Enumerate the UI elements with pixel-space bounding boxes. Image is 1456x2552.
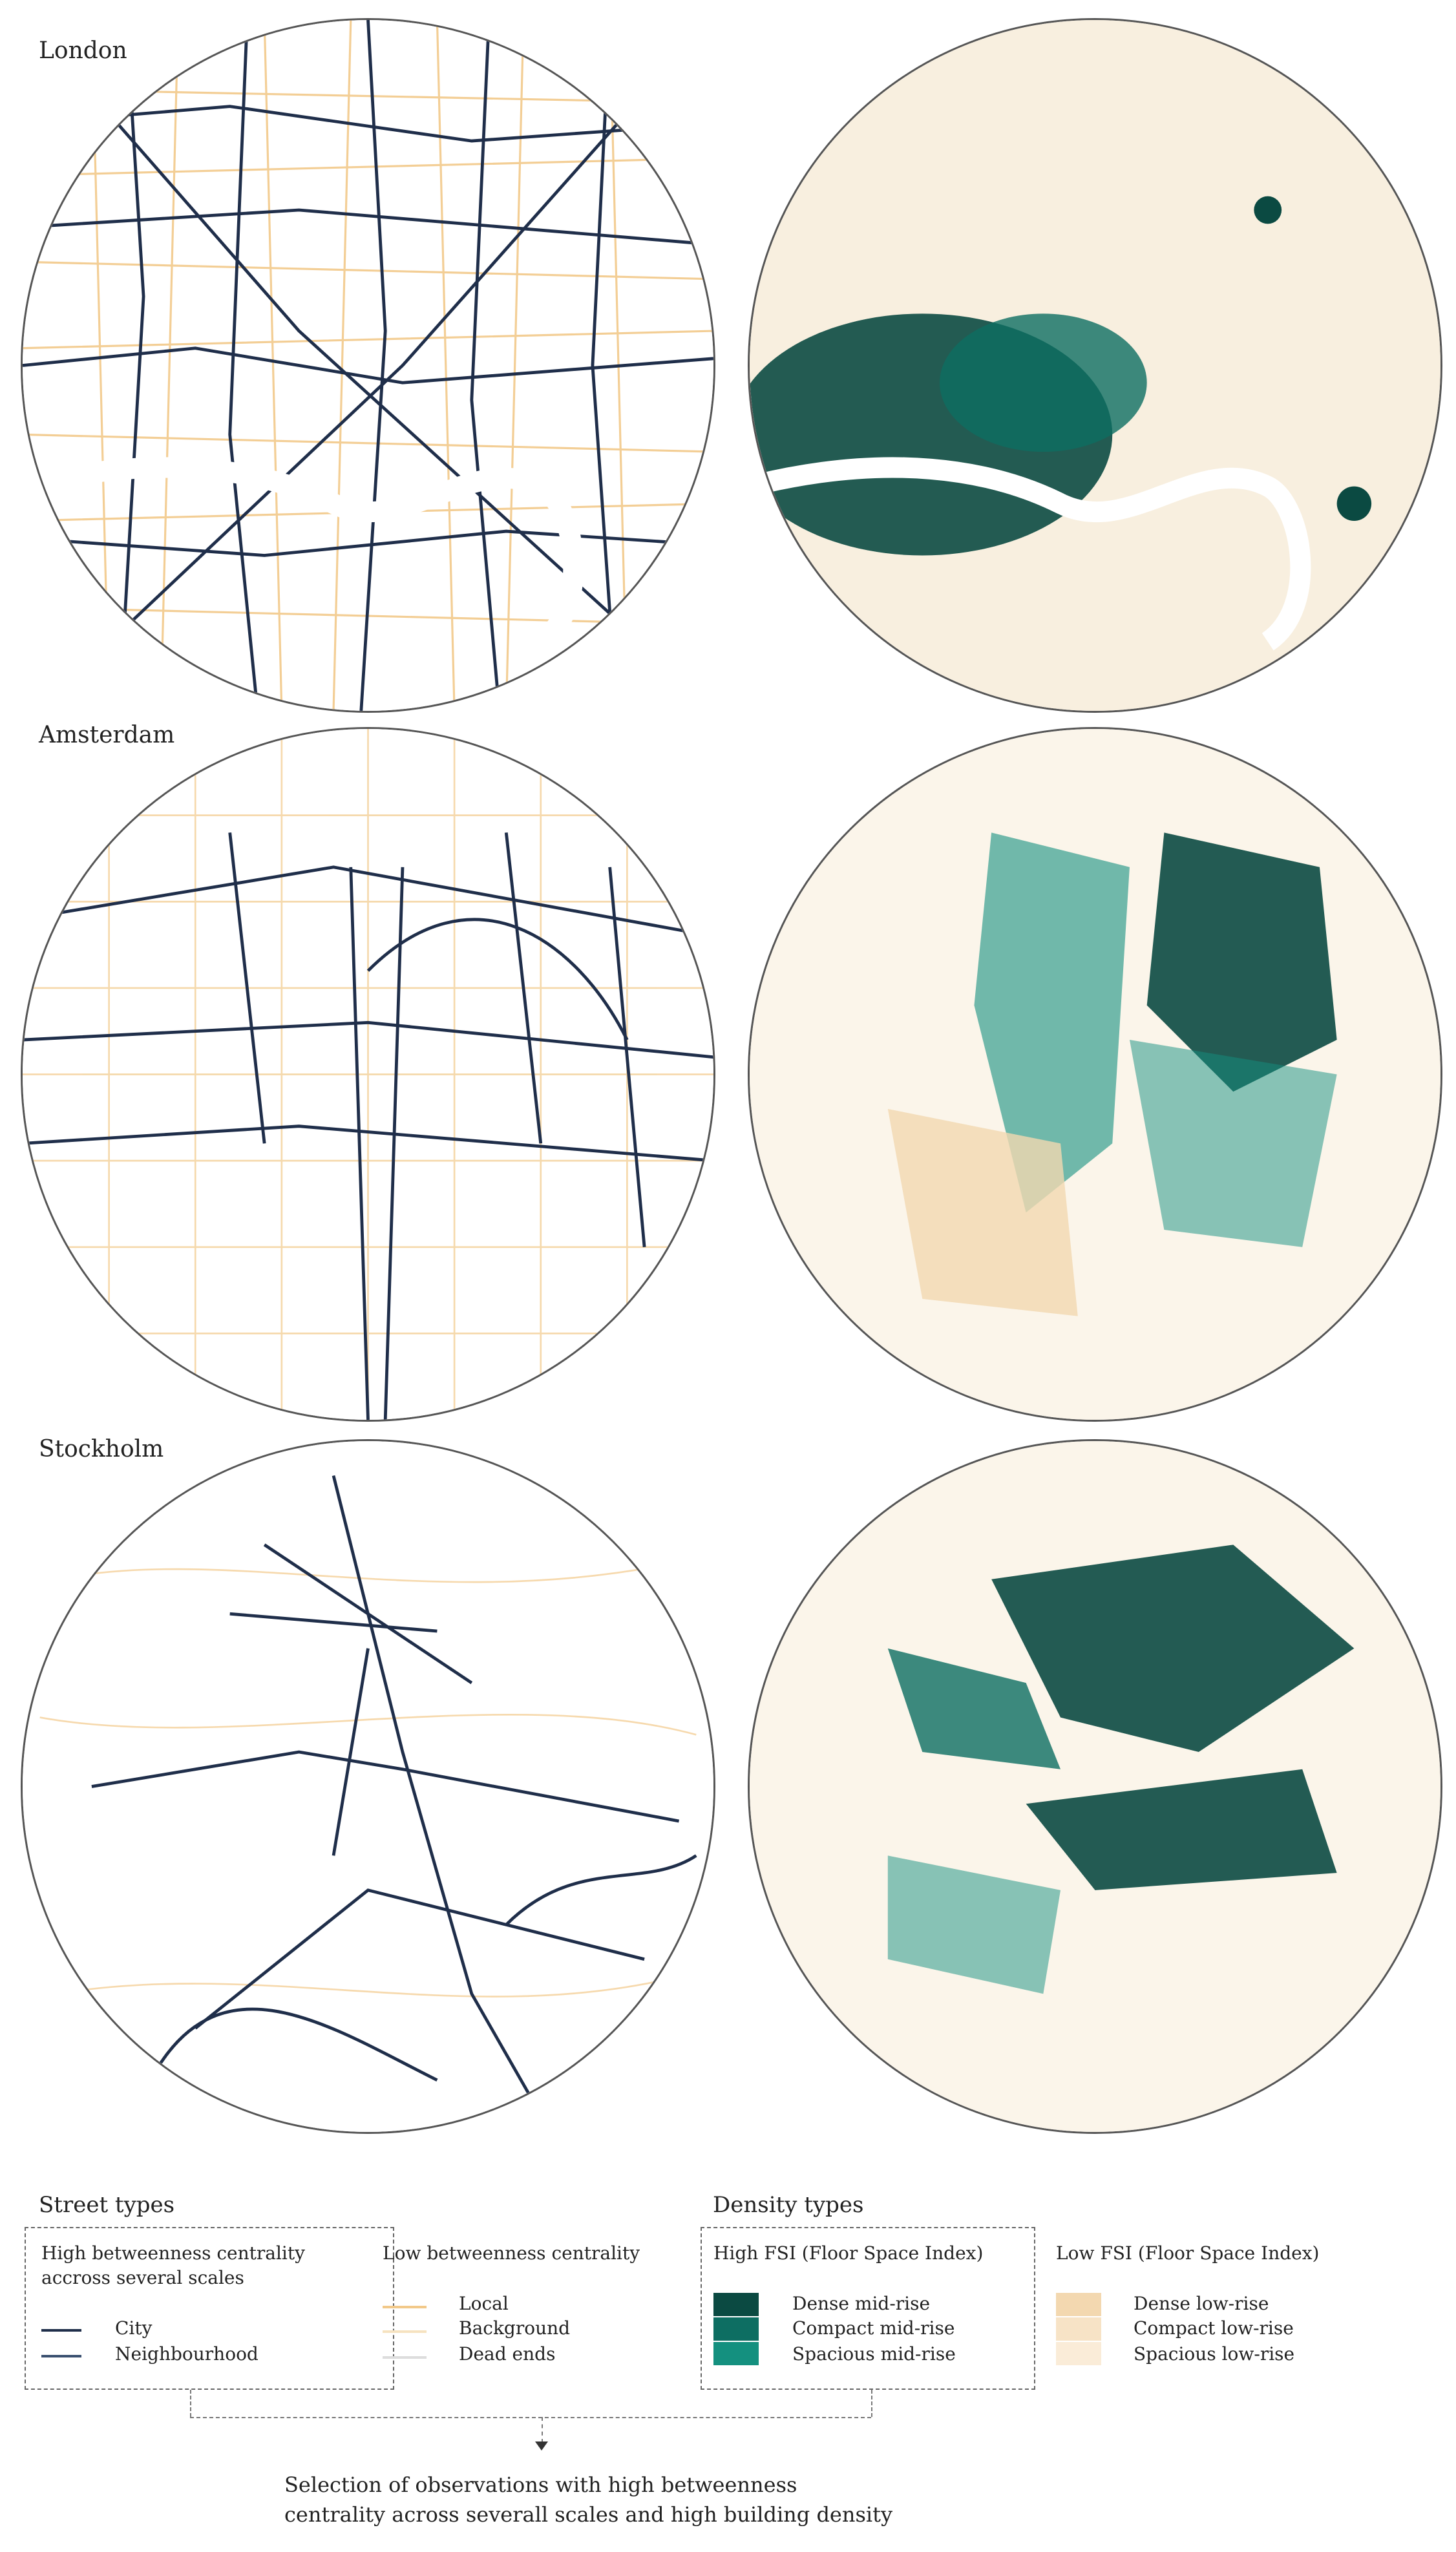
dense-mid-rise-label: Dense mid-rise	[792, 2293, 931, 2314]
density-high-fsi-title: High FSI (Floor Space Index)	[713, 2242, 984, 2264]
density-high-fsi-box	[701, 2227, 1035, 2390]
dense-low-rise-label: Dense low-rise	[1134, 2293, 1269, 2314]
street-high-centrality-title: High betweenness centrality accross seve…	[41, 2242, 305, 2288]
background-street-swatch	[383, 2330, 427, 2333]
stockholm-density-map	[748, 1439, 1442, 2134]
city-street-swatch	[41, 2329, 81, 2332]
dead-ends-street-label: Dead ends	[459, 2343, 556, 2365]
city-label-amsterdam: Amsterdam	[39, 722, 175, 748]
spacious-mid-rise-swatch	[713, 2342, 759, 2365]
street-types-title: Street types	[39, 2192, 175, 2218]
amsterdam-street-map	[21, 727, 715, 1422]
street-high-centrality-box	[25, 2227, 394, 2390]
london-street-map	[21, 18, 715, 713]
street-low-centrality-title: Low betweenness centrality	[383, 2242, 640, 2264]
compact-mid-rise-label: Compact mid-rise	[792, 2317, 955, 2339]
spacious-mid-rise-label: Spacious mid-rise	[792, 2343, 956, 2365]
compact-low-rise-swatch	[1056, 2317, 1101, 2341]
neighbourhood-street-label: Neighbourhood	[115, 2343, 258, 2365]
dense-mid-rise-swatch	[713, 2293, 759, 2316]
compact-mid-rise-swatch	[713, 2317, 759, 2341]
city-label-london: London	[39, 37, 127, 64]
connector-join	[190, 2417, 871, 2418]
london-density-map	[748, 18, 1442, 713]
city-label-stockholm: Stockholm	[39, 1436, 164, 1462]
dense-low-rise-swatch	[1056, 2293, 1101, 2316]
density-types-title: Density types	[713, 2192, 864, 2218]
background-street-label: Background	[459, 2317, 571, 2339]
arrowhead-icon	[535, 2441, 548, 2451]
caption-line-1: Selection of observations with high betw…	[284, 2473, 797, 2497]
local-street-label: Local	[459, 2293, 509, 2314]
connector-left	[190, 2390, 191, 2417]
connector-down	[542, 2417, 543, 2443]
amsterdam-density-map	[748, 727, 1442, 1422]
caption-line-2: centrality across severall scales and hi…	[284, 2502, 893, 2527]
figure-caption: Selection of observations with high betw…	[284, 2470, 995, 2530]
spacious-low-rise-swatch	[1056, 2342, 1101, 2365]
compact-low-rise-label: Compact low-rise	[1134, 2317, 1294, 2339]
density-low-fsi-title: Low FSI (Floor Space Index)	[1056, 2242, 1320, 2264]
city-street-label: City	[115, 2317, 153, 2339]
local-street-swatch	[383, 2306, 427, 2308]
stockholm-street-map	[21, 1439, 715, 2134]
dead-ends-street-swatch	[383, 2356, 427, 2359]
neighbourhood-street-swatch	[41, 2355, 81, 2357]
spacious-low-rise-label: Spacious low-rise	[1134, 2343, 1295, 2365]
connector-right	[871, 2390, 872, 2417]
